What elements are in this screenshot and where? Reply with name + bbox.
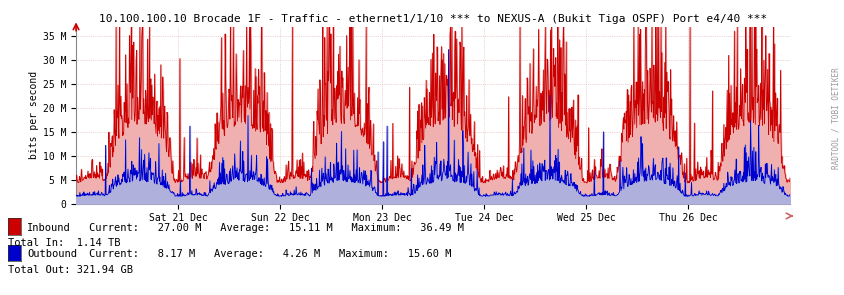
Text: Current:   8.17 M   Average:   4.26 M   Maximum:   15.60 M: Current: 8.17 M Average: 4.26 M Maximum:… <box>89 249 451 259</box>
Y-axis label: bits per second: bits per second <box>29 71 39 159</box>
Text: Total Out: 321.94 GB: Total Out: 321.94 GB <box>8 265 133 275</box>
Title: 10.100.100.10 Brocade 1F - Traffic - ethernet1/1/10 *** to NEXUS-A (Bukit Tiga O: 10.100.100.10 Brocade 1F - Traffic - eth… <box>99 14 766 24</box>
Text: Current:   27.00 M   Average:   15.11 M   Maximum:   36.49 M: Current: 27.00 M Average: 15.11 M Maximu… <box>89 223 463 233</box>
Text: Outbound: Outbound <box>27 249 77 259</box>
Text: Total In:  1.14 TB: Total In: 1.14 TB <box>8 238 121 248</box>
Text: RADTOOL / TOBI OETIKER: RADTOOL / TOBI OETIKER <box>830 67 840 169</box>
Text: Inbound: Inbound <box>27 223 71 233</box>
